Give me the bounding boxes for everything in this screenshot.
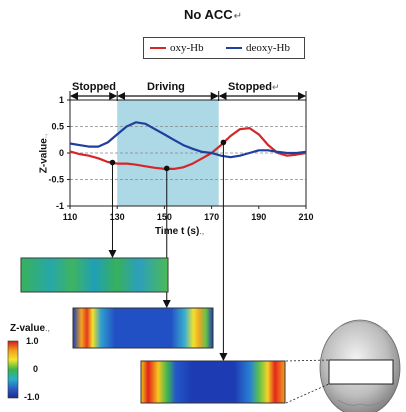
legend-item-oxy-hb: oxy-Hb xyxy=(150,42,204,54)
phase-label-stopped-2-text: Stopped xyxy=(228,81,272,93)
legend-item-deoxy-hb: deoxy-Hb xyxy=(226,42,290,54)
activation-map-2 xyxy=(72,307,214,349)
colorbar-title: Z-value., xyxy=(10,323,50,334)
head-brow xyxy=(337,399,385,406)
y-tick-label-1: 0.5 xyxy=(51,122,64,132)
legend-label-deoxy-hb: deoxy-Hb xyxy=(246,42,290,54)
marker-dot-0 xyxy=(109,159,116,166)
phase-return-mark: ↵ xyxy=(272,82,280,92)
marker-dot-1 xyxy=(163,165,170,172)
colorbar-title-text: Z-value xyxy=(10,323,46,334)
legend-label-oxy-hb: oxy-Hb xyxy=(170,42,204,54)
phase-label-stopped-1-text: Stopped xyxy=(72,81,116,93)
phase-label-driving: Driving xyxy=(147,81,185,93)
x-tick-label-2: 150 xyxy=(157,212,172,222)
colorbar-tick-zero: 0 xyxy=(33,364,39,374)
marker-dot-2 xyxy=(220,139,227,146)
title-return-mark: ↵ xyxy=(233,11,242,22)
series-line-deoxy-hb xyxy=(69,121,307,159)
head-hairline xyxy=(334,321,389,333)
gridlines xyxy=(70,126,306,180)
legend-swatch-oxy-hb xyxy=(150,47,166,49)
x-tick-label-1: 130 xyxy=(110,212,125,222)
x-tick-label-4: 190 xyxy=(251,212,266,222)
probe-region-box xyxy=(328,359,394,385)
colorbar-tick-max: 1.0 xyxy=(26,336,39,346)
phase-label-stopped-1: Stopped xyxy=(72,81,116,93)
probe-link-bottom xyxy=(285,383,330,404)
y-tick-label-2: 0 xyxy=(59,148,64,158)
x-axis-label-mark: ., xyxy=(199,226,205,236)
activation-map-3 xyxy=(140,360,286,404)
x-tick-label-3: 170 xyxy=(204,212,219,222)
x-axis-label: Time t (s)., xyxy=(155,226,204,237)
phase-label-stopped-2: Stopped↵ xyxy=(228,81,280,93)
activation-map-1 xyxy=(20,257,169,293)
probe-link-top xyxy=(285,359,330,362)
chart-title: No ACC↵ xyxy=(0,7,406,22)
phase-arrows xyxy=(69,91,307,101)
series-line-oxy-hb xyxy=(69,127,307,170)
time-markers xyxy=(108,139,228,361)
phase-label-driving-text: Driving xyxy=(147,81,185,93)
chart-legend: oxy-Hb deoxy-Hb xyxy=(143,37,305,59)
colorbar-title-mark: ., xyxy=(45,323,51,333)
colorbar-tick-min: -1.0 xyxy=(24,392,40,402)
y-tick-label-4: -1 xyxy=(56,201,64,211)
y-tick-label-3: -0.5 xyxy=(48,175,64,185)
y-tick-label-0: 1 xyxy=(59,95,64,105)
x-tick-label-5: 210 xyxy=(298,212,313,222)
head-illustration xyxy=(285,319,401,412)
x-tick-label-0: 110 xyxy=(63,212,78,222)
x-axis-label-text: Time t (s) xyxy=(155,226,200,237)
legend-swatch-deoxy-hb xyxy=(226,47,242,49)
activation-map-1-overlay xyxy=(21,258,168,292)
colorbar xyxy=(7,340,19,399)
chart-title-text: No ACC xyxy=(183,7,233,22)
series-group xyxy=(69,121,307,170)
